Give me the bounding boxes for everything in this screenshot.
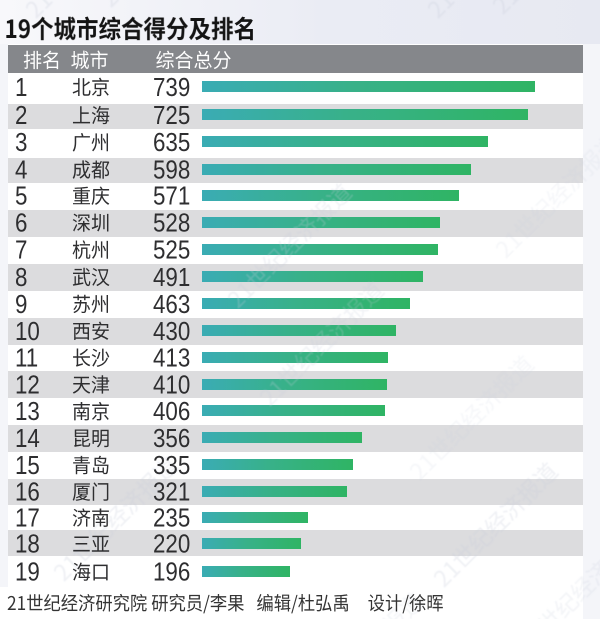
svg-text:1: 1 xyxy=(15,73,27,102)
svg-text:725: 725 xyxy=(153,101,190,130)
svg-text:410: 410 xyxy=(153,371,190,400)
svg-text:491: 491 xyxy=(153,263,190,292)
svg-text:430: 430 xyxy=(153,317,190,346)
svg-text:598: 598 xyxy=(153,156,190,185)
svg-text:321: 321 xyxy=(153,478,190,507)
svg-text:413: 413 xyxy=(153,344,190,373)
svg-text:15: 15 xyxy=(15,451,40,480)
svg-text:635: 635 xyxy=(153,129,190,158)
svg-text:8: 8 xyxy=(15,263,27,292)
svg-text:3: 3 xyxy=(15,129,27,158)
svg-text:19: 19 xyxy=(15,558,40,587)
svg-text:2: 2 xyxy=(15,101,27,130)
svg-text:7: 7 xyxy=(15,236,27,265)
svg-text:4: 4 xyxy=(15,156,27,185)
svg-text:196: 196 xyxy=(153,558,190,587)
svg-text:10: 10 xyxy=(15,317,40,346)
svg-text:13: 13 xyxy=(15,398,40,427)
svg-text:18: 18 xyxy=(15,530,40,559)
svg-text:11: 11 xyxy=(15,344,38,373)
svg-text:739: 739 xyxy=(153,73,190,102)
svg-text:17: 17 xyxy=(15,504,40,533)
svg-text:356: 356 xyxy=(153,424,190,453)
svg-text:12: 12 xyxy=(15,371,40,400)
svg-text:406: 406 xyxy=(153,398,190,427)
svg-text:463: 463 xyxy=(153,290,190,319)
svg-text:6: 6 xyxy=(15,209,27,238)
svg-text:14: 14 xyxy=(15,424,40,453)
svg-text:528: 528 xyxy=(153,209,190,238)
svg-text:571: 571 xyxy=(153,182,190,211)
svg-text:235: 235 xyxy=(153,504,190,533)
svg-text:9: 9 xyxy=(15,290,27,319)
svg-text:220: 220 xyxy=(153,530,190,559)
svg-text:16: 16 xyxy=(15,478,40,507)
svg-text:5: 5 xyxy=(15,182,27,211)
svg-text:525: 525 xyxy=(153,236,190,265)
svg-text:335: 335 xyxy=(153,451,190,480)
